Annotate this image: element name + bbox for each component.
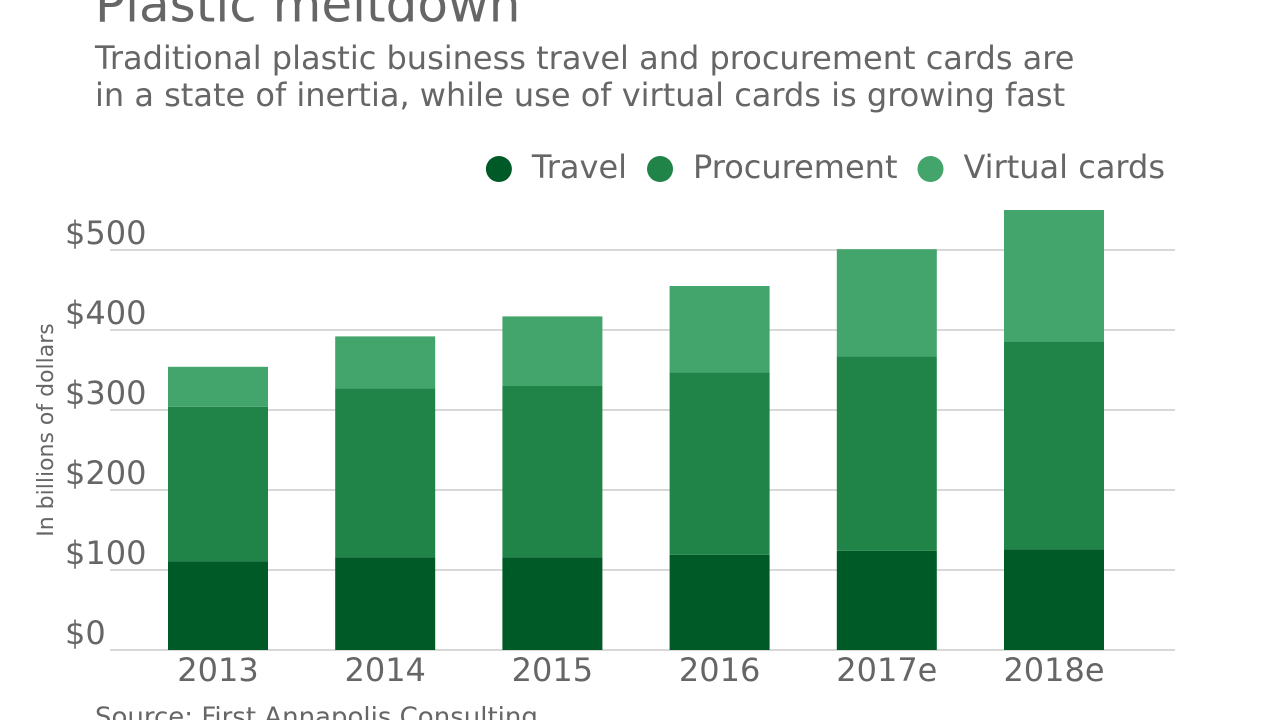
x-tick-label: 2018e <box>1003 651 1104 689</box>
y-tick-label: $200 <box>65 454 146 492</box>
bar-segment <box>502 386 603 558</box>
y-tick-label: $300 <box>65 374 146 412</box>
bar-segment <box>1004 342 1104 550</box>
legend-label: Travel <box>531 148 627 186</box>
y-axis-label: In billions of dollars <box>34 323 59 537</box>
bar-segment <box>836 550 937 650</box>
bar-segment <box>502 316 603 386</box>
legend-marker <box>485 156 512 182</box>
x-tick-label: 2017e <box>836 651 937 689</box>
x-tick-label: 2014 <box>344 651 425 689</box>
bar-segment <box>1004 549 1104 650</box>
bar-segment <box>168 406 268 562</box>
y-tick-label: $100 <box>65 534 146 572</box>
bar-segment <box>335 557 436 650</box>
subtitle: Traditional plastic business travel and … <box>94 39 1074 77</box>
bar-segment <box>669 372 770 555</box>
bar-segment <box>335 336 436 389</box>
y-tick-label: $0 <box>65 614 106 652</box>
x-tick-label: 2016 <box>679 651 760 689</box>
subtitle: in a state of inertia, while use of virt… <box>95 76 1065 114</box>
legend-marker <box>647 156 674 182</box>
x-tick-label: 2013 <box>177 651 258 689</box>
bar-segment <box>1004 210 1104 342</box>
x-tick-label: 2015 <box>512 651 593 689</box>
legend-label: Procurement <box>693 148 897 186</box>
legend-label: Virtual cards <box>963 148 1165 186</box>
bar-segment <box>836 249 937 357</box>
bar-segment <box>669 554 770 650</box>
chart-title: Plastic meltdown <box>95 0 521 34</box>
bar-segment <box>502 557 603 650</box>
y-tick-label: $400 <box>65 294 146 332</box>
bar-segment <box>669 286 770 373</box>
bar-segment <box>168 366 268 407</box>
source: Source: First Annapolis Consulting <box>95 703 538 720</box>
bar-segment <box>335 388 436 558</box>
legend-marker <box>917 156 944 182</box>
y-tick-label: $500 <box>65 214 146 252</box>
bar-segment <box>836 356 937 551</box>
bar-segment <box>168 561 268 650</box>
